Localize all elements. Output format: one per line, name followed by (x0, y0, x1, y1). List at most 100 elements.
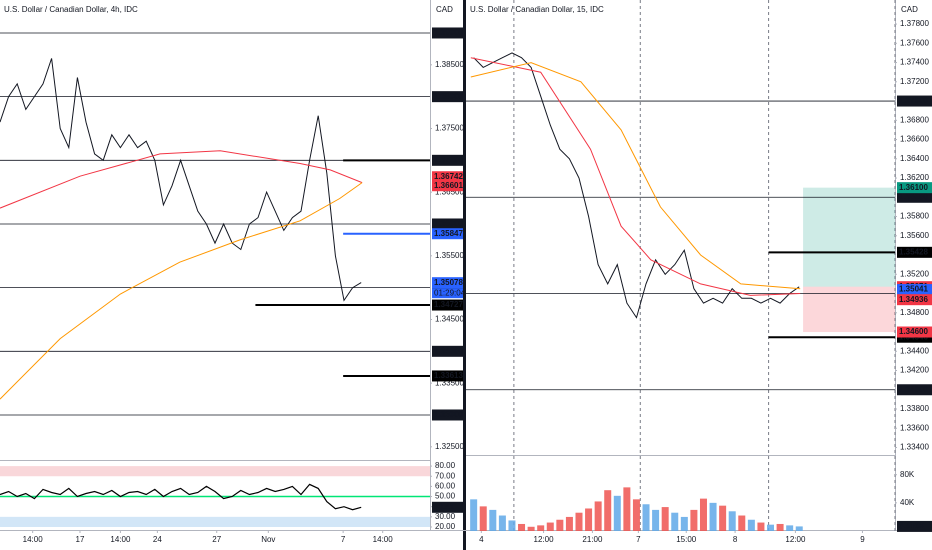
y-tick-label: 1.33400 (900, 443, 929, 452)
price-label-text: 1.36601 (434, 181, 463, 190)
moving-average (0, 182, 363, 400)
currency-label: CAD (901, 5, 918, 14)
currency-label: CAD (436, 5, 453, 14)
level-label-box (897, 95, 932, 107)
volume-bar (565, 516, 573, 531)
x-tick-label: Nov (261, 535, 275, 544)
x-tick-label: 7 (636, 535, 641, 544)
x-tick-label: 8 (733, 535, 738, 544)
indicator-value-text: 6.516K (899, 522, 925, 531)
x-tick-label: 7 (341, 535, 346, 544)
price-label-box (432, 277, 463, 289)
indicator-band (0, 466, 430, 477)
price-label-text: 1.35041 (899, 285, 928, 294)
level-label-box (432, 409, 463, 421)
price-label-box (432, 171, 463, 183)
x-tick-label: 15:00 (676, 535, 697, 544)
volume-bar (527, 526, 535, 531)
y-tick-label: 1.36400 (900, 154, 929, 163)
level-label-box (432, 154, 463, 166)
level-label-text: 1.36000 (899, 192, 928, 201)
volume-bar (747, 519, 755, 531)
volume-bar (652, 509, 660, 531)
level-label-text: 1.34000 (899, 385, 928, 394)
volume-bar (470, 499, 478, 531)
volume-bar (575, 512, 583, 531)
y-tick-label: 1.35500 (435, 251, 464, 260)
chart-title: U.S. Dollar / Canadian Dollar, 15, IDC (470, 5, 604, 14)
price-label-box (897, 182, 932, 194)
y-tick-label: 1.33600 (900, 423, 929, 432)
ray-label-box (432, 228, 463, 240)
y-tick-label: 1.34200 (900, 366, 929, 375)
moving-average (470, 57, 801, 296)
x-tick-label: 21:00 (582, 535, 603, 544)
level-label-text: 1.37000 (899, 96, 928, 105)
y-tick-label: 1.34400 (900, 346, 929, 355)
position-stop (803, 286, 895, 333)
timer-text: 01:29:04 (434, 288, 466, 297)
level-label-text: 1.36000 (434, 219, 463, 228)
y-tick-label: 1.35600 (900, 231, 929, 240)
level-label-text: 1.38000 (434, 92, 463, 101)
y-tick-label: 1.37600 (900, 38, 929, 47)
pane-divider (463, 0, 466, 550)
volume-bar (767, 524, 775, 531)
volume-bar (776, 523, 784, 531)
ray-label-text: 1.35428 (899, 247, 928, 256)
volume-bar (585, 508, 593, 531)
chart-title: U.S. Dollar / Canadian Dollar, 4h, IDC (4, 5, 138, 14)
level-label-box (432, 27, 463, 39)
volume-bar (699, 498, 707, 531)
x-tick-label: 4 (479, 535, 484, 544)
y-tick-label: 1.37200 (900, 77, 929, 86)
indicator-tick-label: 40K (900, 498, 915, 507)
indicator-band (0, 516, 430, 527)
price-label-text: 1.35078 (434, 278, 463, 287)
volume-bar (671, 512, 679, 531)
moving-average (0, 150, 363, 209)
level-label-text: 1.39000 (434, 28, 463, 37)
x-tick-label: 14:00 (373, 535, 394, 544)
volume-bar (680, 516, 688, 531)
y-tick-label: 1.36600 (900, 135, 929, 144)
y-tick-label: 1.38500 (435, 60, 464, 69)
x-tick-label: 27 (212, 535, 221, 544)
volume-bar (556, 519, 564, 531)
y-tick-label: 1.33500 (435, 378, 464, 387)
x-tick-label: 24 (153, 535, 162, 544)
y-tick-label: 1.34800 (900, 308, 929, 317)
indicator-tick-label: 80K (900, 470, 915, 479)
x-tick-label: 12:00 (785, 535, 806, 544)
price-label-text: 1.34600 (899, 327, 928, 336)
price-line (0, 58, 362, 302)
ray-label-text: 1.35847 (434, 229, 463, 238)
volume-bar (623, 487, 631, 531)
level-label-box (432, 345, 463, 357)
y-tick-label: 1.33800 (900, 404, 929, 413)
y-tick-label: 1.36800 (900, 115, 929, 124)
x-tick-label: 9 (860, 535, 865, 544)
price-label-box (432, 180, 463, 192)
y-tick-label: 1.32500 (435, 442, 464, 451)
indicator-tick-label: 50.00 (435, 492, 456, 501)
indicator-tick-label: 80.00 (435, 461, 456, 470)
y-tick-label: 1.37500 (435, 124, 464, 133)
indicator-tick-label: 70.00 (435, 471, 456, 480)
price-label-text: 1.36100 (899, 183, 928, 192)
y-tick-label: 1.37800 (900, 19, 929, 28)
volume-bar (795, 526, 803, 531)
x-tick-label: 12:00 (534, 535, 555, 544)
indicator-value-box (897, 520, 932, 532)
ray-label-box (897, 246, 932, 258)
ray-label-text: 1.34727 (434, 300, 463, 309)
y-tick-label: 1.35800 (900, 212, 929, 221)
volume-bar (690, 509, 698, 531)
price-label-box (897, 326, 932, 338)
indicator-tick-label: 20.00 (435, 522, 456, 531)
indicator-tick-label: 60.00 (435, 482, 456, 491)
position-target (803, 187, 895, 287)
y-tick-label: 1.37400 (900, 58, 929, 67)
y-tick-label: 1.34500 (435, 315, 464, 324)
